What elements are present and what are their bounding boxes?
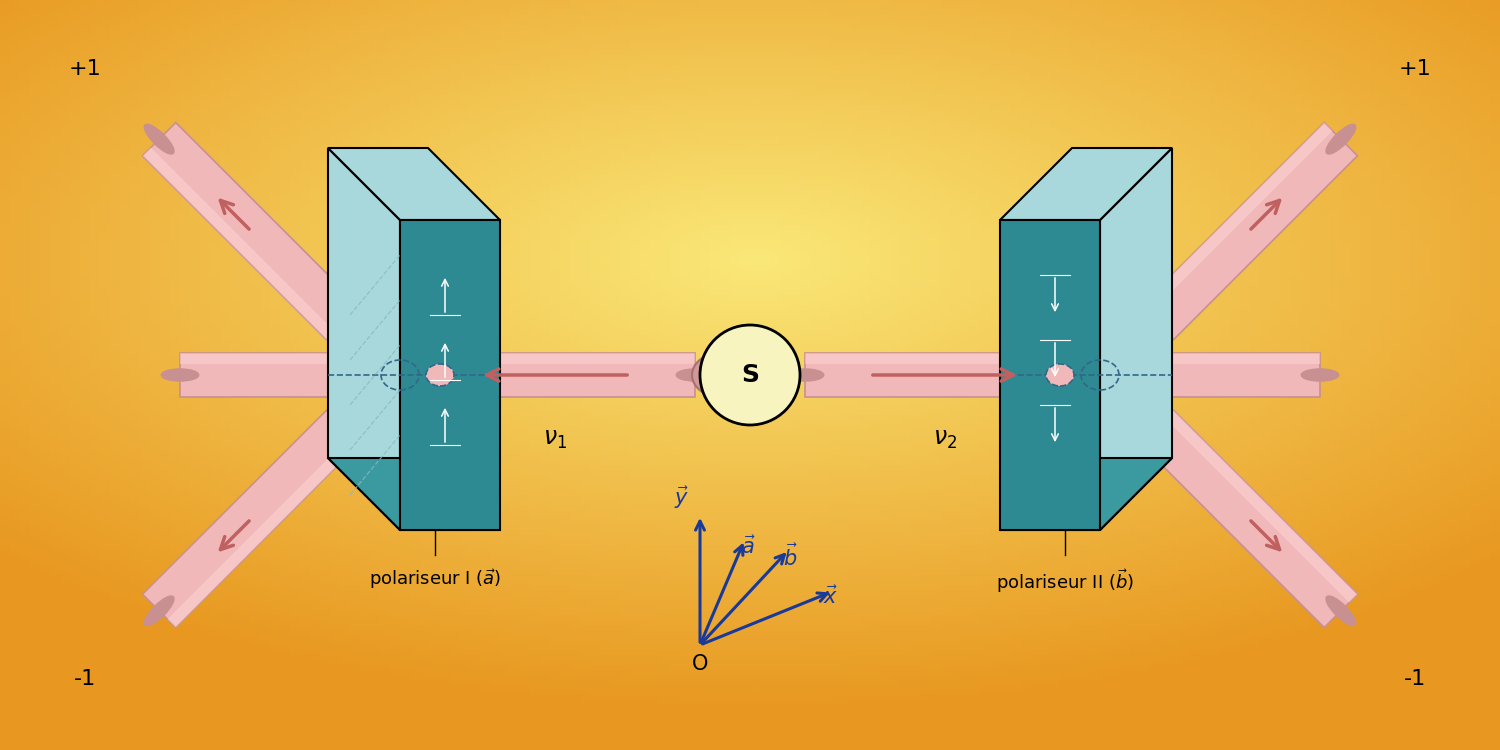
Ellipse shape — [1302, 369, 1338, 381]
Polygon shape — [806, 353, 1320, 364]
Polygon shape — [1000, 220, 1100, 530]
Polygon shape — [1000, 148, 1172, 220]
Text: $\nu_1$: $\nu_1$ — [543, 427, 567, 451]
Polygon shape — [328, 458, 500, 530]
Ellipse shape — [426, 364, 454, 386]
Text: -1: -1 — [74, 669, 96, 689]
Polygon shape — [180, 353, 694, 364]
Ellipse shape — [144, 124, 174, 154]
Polygon shape — [328, 148, 500, 220]
Polygon shape — [1140, 122, 1332, 315]
Text: -1: -1 — [1404, 669, 1426, 689]
Polygon shape — [142, 148, 334, 340]
Polygon shape — [1000, 458, 1172, 530]
Text: $\vec{x}$: $\vec{x}$ — [824, 586, 839, 608]
Ellipse shape — [328, 308, 358, 338]
Circle shape — [700, 325, 800, 425]
Text: polariseur I ($\vec{a}$): polariseur I ($\vec{a}$) — [369, 567, 501, 591]
Polygon shape — [1166, 410, 1358, 602]
Polygon shape — [142, 122, 360, 340]
Polygon shape — [1140, 122, 1358, 340]
Ellipse shape — [162, 369, 198, 381]
Polygon shape — [806, 353, 1320, 397]
Polygon shape — [328, 148, 400, 530]
Text: $\vec{y}$: $\vec{y}$ — [675, 484, 690, 511]
Polygon shape — [1100, 148, 1172, 530]
Polygon shape — [1140, 410, 1358, 628]
Ellipse shape — [676, 369, 714, 381]
Text: +1: +1 — [69, 59, 102, 79]
Text: O: O — [692, 654, 708, 674]
Polygon shape — [180, 353, 694, 397]
Text: +1: +1 — [1398, 59, 1431, 79]
Ellipse shape — [1326, 596, 1356, 626]
Text: $\nu_2$: $\nu_2$ — [933, 427, 957, 451]
Text: $\vec{b}$: $\vec{b}$ — [783, 544, 798, 570]
Text: S: S — [741, 363, 759, 387]
Ellipse shape — [1046, 364, 1074, 386]
Ellipse shape — [144, 596, 174, 626]
Ellipse shape — [1142, 308, 1172, 338]
Polygon shape — [142, 410, 360, 628]
Text: polariseur II ($\vec{b}$): polariseur II ($\vec{b}$) — [996, 567, 1134, 595]
Text: $\vec{a}$: $\vec{a}$ — [741, 536, 754, 558]
Ellipse shape — [1142, 413, 1172, 442]
Polygon shape — [400, 220, 500, 530]
Ellipse shape — [328, 413, 358, 442]
Ellipse shape — [1326, 124, 1356, 154]
Ellipse shape — [786, 369, 824, 381]
Polygon shape — [168, 435, 360, 628]
Ellipse shape — [692, 352, 752, 398]
